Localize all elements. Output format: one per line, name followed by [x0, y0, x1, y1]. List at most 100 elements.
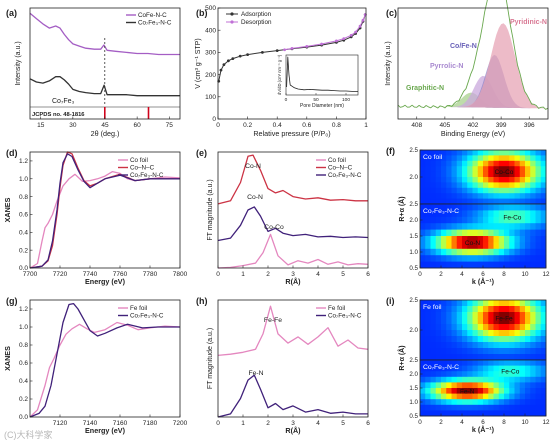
panel-i-subpanel-1-cell	[540, 393, 547, 400]
panel-i-subpanel-1-cell	[519, 410, 526, 417]
panel-i-ylabel: R+α (Å)	[397, 345, 406, 370]
panel-f-subpanel-1-cell	[420, 236, 426, 243]
panel-f-subpanel-1-cell	[430, 210, 437, 218]
panel-f-subpanel-1-cell	[425, 210, 431, 218]
panel-f-subpanel-1-cell	[509, 216, 515, 224]
panel-i-subpanel-0-cell	[509, 306, 515, 313]
panel-f-subpanel-0-cell	[535, 182, 542, 189]
panel-i-subpanel-1-label: Co₇Fe₃-N-C	[423, 364, 459, 371]
panel-i-subpanel-1-cell	[519, 404, 526, 411]
panel-f-subpanel-0-cell	[430, 177, 437, 183]
panel-i-subpanel-1-cell	[420, 399, 426, 406]
panel-f-subpanel-1-cell	[525, 216, 531, 224]
panel-i-subpanel-1-cell	[420, 371, 426, 378]
panel-f-subpanel-0-cell	[498, 160, 505, 167]
panel-f-subpanel-1-cell	[530, 223, 536, 230]
panel-f-subpanel-1-cell	[451, 242, 458, 250]
panel-i-subpanel-1-cell	[504, 382, 510, 389]
panel-f-subpanel-0-cell	[483, 155, 489, 162]
panel-f-subpanel-0-cell	[509, 182, 515, 189]
panel-f-subpanel-0-cell	[519, 166, 526, 172]
panel-f-subpanel-1-cell	[456, 204, 463, 211]
panel-f-subpanel-1-cell	[514, 261, 521, 269]
panel-f-subpanel-0-cell	[441, 193, 447, 199]
panel-f-subpanel-0-cell	[451, 171, 458, 178]
panel-i-subpanel-1-cell	[446, 371, 452, 378]
panel-d-xtick-label-0: 7700	[23, 271, 38, 278]
panel-c-component-label-1: Co/Fe-N	[450, 43, 477, 50]
panel-f-subpanel-1-cell	[441, 255, 447, 262]
panel-f-subpanel-1-cell	[493, 255, 500, 262]
panel-f-subpanel-1-cell	[530, 229, 536, 237]
panel-i-subpanel-1-cell	[509, 388, 515, 394]
panel-i-subpanel-1-cell	[493, 382, 500, 389]
panel-f-subpanel-0-cell	[504, 166, 510, 172]
panel-i-subpanel-1-cell	[451, 371, 458, 378]
panel-i-subpanel-1-cell	[535, 393, 542, 400]
panel-f-subpanel-0-cell	[477, 150, 484, 156]
panel-i-subpanel-0-cell	[441, 312, 447, 319]
panel-d-series-1	[29, 151, 180, 269]
panel-i-subpanel-1-cell	[493, 371, 500, 378]
panel-g-frame	[29, 299, 181, 418]
panel-i-subpanel-1-cell	[535, 388, 542, 394]
panel-f-subpanel-1-cell	[498, 204, 505, 211]
panel-i-subpanel-1-cell	[451, 393, 458, 400]
panel-f-subpanel-1-feature-0: Co-N	[465, 240, 480, 247]
panel-i-subpanel-1-cell	[446, 388, 452, 394]
panel-i-subpanel-1-cell	[456, 376, 463, 383]
panel-i-subpanel-1-ytick-label-1: 1.0	[409, 399, 418, 406]
panel-d-frame	[29, 151, 181, 269]
panel-f-subpanel-1-cell	[472, 216, 479, 224]
panel-i-subpanel-0-cell	[504, 342, 510, 349]
panel-h-xtick-label-5: 5	[341, 420, 345, 427]
panel-f-subpanel-0-cell	[430, 187, 437, 194]
panel-f-subpanel-0-cell	[530, 166, 536, 172]
panel-f-subpanel-1-cell	[456, 210, 463, 218]
panel-f-subpanel-1-cell	[446, 261, 452, 269]
panel-f-subpanel-1-cell	[483, 223, 489, 230]
panel-f-subpanel-1-cell	[430, 229, 437, 237]
panel-i-subpanel-1-cell	[504, 404, 510, 411]
panel-i-subpanel-1-cell	[462, 376, 468, 383]
panel-b-series-1-marker	[335, 39, 338, 43]
panel-i-subpanel-0-cell	[540, 300, 547, 307]
panel-f-subpanel-1-cell	[425, 223, 431, 230]
panel-i-subpanel-0-cell	[441, 324, 447, 331]
panel-c-xtick-label-2: 402	[468, 122, 479, 129]
panel-f-subpanel-1-cell	[441, 261, 447, 269]
panel-i-subpanel-0-cell	[514, 354, 521, 361]
panel-a-legend-label-0: CoFe-N-C	[138, 12, 167, 19]
panel-i-subpanel-0-cell	[509, 324, 515, 331]
panel-f-subpanel-0-cell	[488, 171, 494, 178]
panel-f-subpanel-0-cell	[446, 182, 452, 189]
panel-f-subpanel-1-cell	[477, 216, 484, 224]
panel-f-subpanel-0-cell	[462, 177, 468, 183]
panel-f-subpanel-0-cell	[435, 171, 442, 178]
panel-f-subpanel-1-cell	[493, 223, 500, 230]
panel-f-subpanel-0-cell	[483, 182, 489, 189]
panel-f-subpanel-1-cell	[462, 242, 468, 250]
panel-f-subpanel-0-cell	[467, 166, 473, 172]
panel-f-subpanel-1-cell	[446, 204, 452, 211]
panel-f-subpanel-1-cell	[435, 229, 442, 237]
panel-f-subpanel-0-cell	[462, 160, 468, 167]
panel-i-subpanel-1-ytick-label-3: 2.0	[409, 371, 418, 378]
panel-i-subpanel-1-cell	[540, 382, 547, 389]
panel-f-subpanel-0-cell	[451, 187, 458, 194]
panel-i-subpanel-0-cell	[456, 342, 463, 349]
panel-f-subpanel-1-cell	[519, 210, 526, 218]
panel-b-legend-label-0: Adsorption	[241, 11, 272, 18]
panel-i-subpanel-0-cell	[509, 330, 515, 337]
panel-h-panel-label: (h)	[196, 296, 208, 306]
panel-i-subpanel-0-cell	[430, 342, 437, 349]
panel-f-subpanel-0-cell	[483, 160, 489, 167]
panel-i-subpanel-0-cell	[535, 330, 542, 337]
panel-d-ytick-label-2: 0.4	[19, 230, 28, 237]
panel-i-subpanel-1-cell	[514, 393, 521, 400]
panel-i-subpanel-0-cell	[456, 324, 463, 331]
panel-f-subpanel-0-cell	[504, 193, 510, 199]
panel-i-subpanel-0-cell	[441, 348, 447, 355]
panel-f-subpanel-1-cell	[498, 255, 505, 262]
panel-f-subpanel-0-cell	[530, 160, 536, 167]
